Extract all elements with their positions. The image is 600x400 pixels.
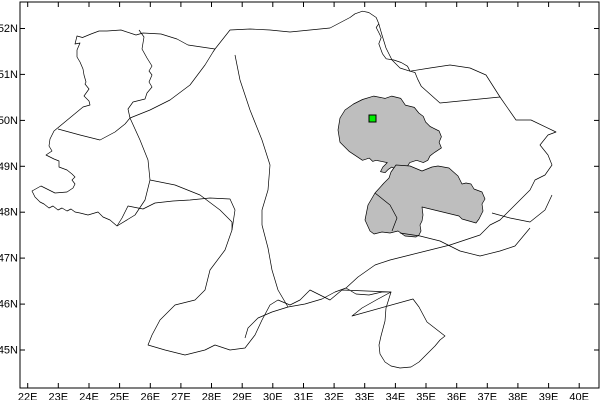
svg-text:25E: 25E — [110, 392, 130, 400]
svg-text:38E: 38E — [508, 392, 528, 400]
svg-text:47N: 47N — [0, 253, 18, 265]
svg-text:40E: 40E — [569, 392, 589, 400]
svg-text:31E: 31E — [294, 392, 314, 400]
svg-text:37E: 37E — [478, 392, 498, 400]
svg-text:30E: 30E — [263, 392, 283, 400]
svg-text:51N: 51N — [0, 69, 18, 81]
svg-text:39E: 39E — [539, 392, 559, 400]
svg-text:36E: 36E — [447, 392, 467, 400]
svg-text:26E: 26E — [141, 392, 161, 400]
svg-text:50N: 50N — [0, 115, 18, 127]
svg-text:24E: 24E — [79, 392, 99, 400]
svg-text:32E: 32E — [324, 392, 344, 400]
svg-text:52N: 52N — [0, 23, 18, 35]
svg-text:22E: 22E — [18, 392, 38, 400]
svg-text:29E: 29E — [232, 392, 252, 400]
svg-text:46N: 46N — [0, 299, 18, 311]
svg-text:23E: 23E — [49, 392, 69, 400]
svg-text:28E: 28E — [202, 392, 222, 400]
svg-text:35E: 35E — [416, 392, 436, 400]
svg-text:33E: 33E — [355, 392, 375, 400]
svg-text:49N: 49N — [0, 161, 18, 173]
svg-text:48N: 48N — [0, 207, 18, 219]
svg-text:45N: 45N — [0, 345, 18, 357]
svg-text:27E: 27E — [171, 392, 191, 400]
svg-text:34E: 34E — [386, 392, 406, 400]
